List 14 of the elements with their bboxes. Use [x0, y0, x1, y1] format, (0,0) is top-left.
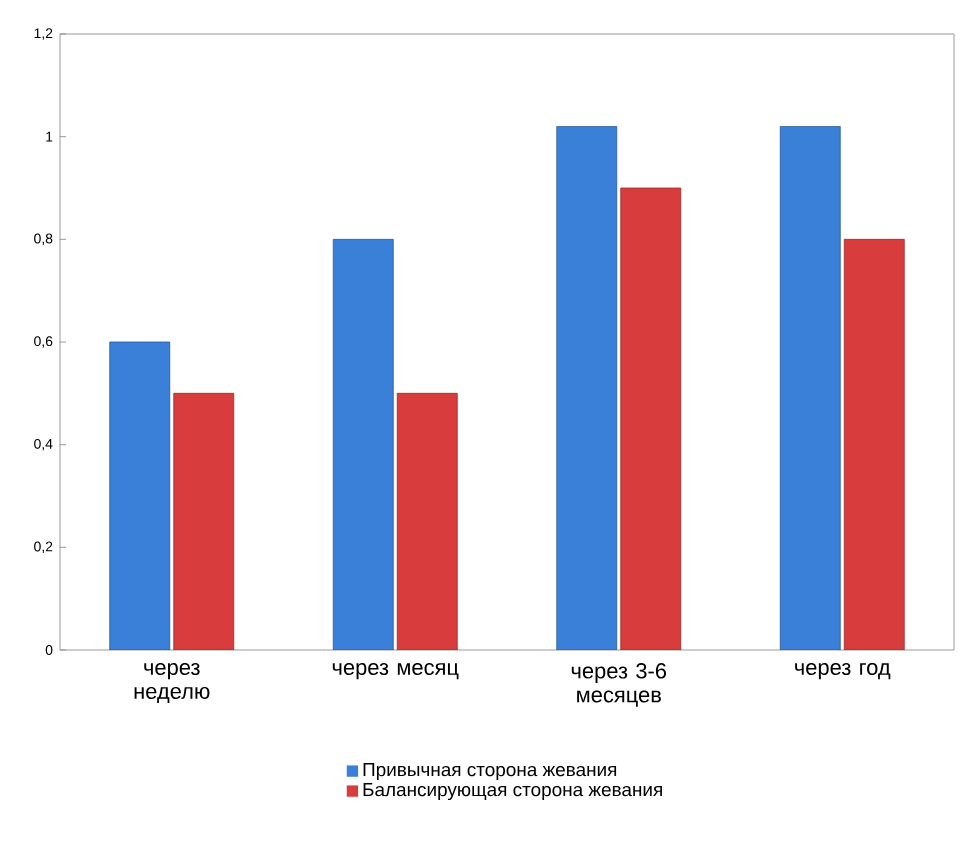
x-tick-label: через 3-6 месяцев	[571, 663, 667, 707]
bar	[396, 392, 458, 650]
bar	[109, 341, 171, 650]
bar	[620, 187, 682, 650]
bar	[332, 238, 394, 650]
bar	[173, 392, 235, 650]
x-tick-label: через неделю	[134, 663, 210, 704]
x-tick-label: через месяц	[332, 663, 459, 680]
x-tick-label: через год	[795, 663, 891, 680]
bar	[556, 126, 618, 650]
bar	[779, 126, 841, 650]
legend-label: Привычная сторона жевания	[363, 763, 617, 781]
bar	[843, 238, 905, 650]
legend-label: Балансирующая сторона жевания	[363, 783, 662, 801]
